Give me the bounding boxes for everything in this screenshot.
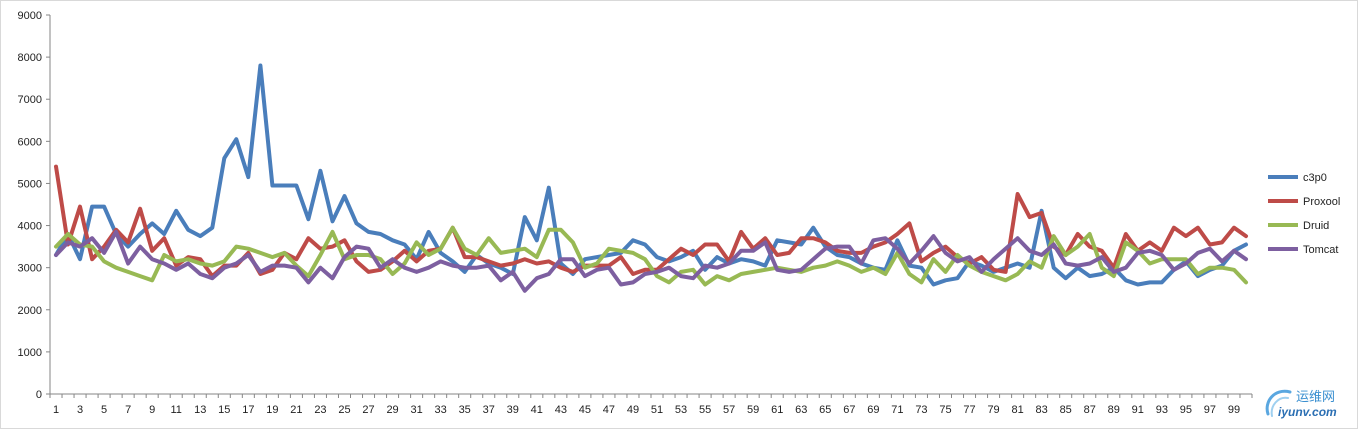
x-tick-label: 77 <box>963 404 975 416</box>
x-tick-label: 31 <box>410 404 422 416</box>
x-tick-label: 41 <box>531 404 543 416</box>
y-tick-label: 3000 <box>18 263 42 275</box>
x-tick-label: 11 <box>170 404 181 416</box>
x-tick-label: 21 <box>290 404 302 416</box>
x-tick-label: 49 <box>627 404 639 416</box>
x-tick-label: 97 <box>1204 404 1216 416</box>
x-tick-label: 87 <box>1084 404 1096 416</box>
y-tick-label: 4000 <box>18 221 42 233</box>
x-tick-label: 65 <box>819 404 831 416</box>
x-tick-label: 43 <box>555 404 567 416</box>
x-tick-label: 85 <box>1060 404 1072 416</box>
y-tick-label: 2000 <box>18 305 42 317</box>
x-tick-label: 83 <box>1036 404 1048 416</box>
x-tick-label: 59 <box>747 404 759 416</box>
x-tick-label: 3 <box>77 404 83 416</box>
x-tick-label: 95 <box>1180 404 1192 416</box>
x-tick-label: 71 <box>891 404 903 416</box>
x-tick-label: 51 <box>651 404 663 416</box>
x-tick-label: 69 <box>867 404 879 416</box>
legend-label-tomcat: Tomcat <box>1303 244 1338 256</box>
x-tick-label: 55 <box>699 404 711 416</box>
x-tick-label: 29 <box>386 404 398 416</box>
x-tick-label: 1 <box>53 404 59 416</box>
x-tick-label: 37 <box>483 404 495 416</box>
x-tick-label: 93 <box>1156 404 1168 416</box>
legend: c3p0 Proxool Druid Tomcat <box>1268 172 1340 256</box>
x-tick-label: 81 <box>1011 404 1023 416</box>
x-tick-label: 89 <box>1108 404 1120 416</box>
x-tick-label: 63 <box>795 404 807 416</box>
x-tick-label: 91 <box>1132 404 1144 416</box>
x-tick-label: 45 <box>579 404 591 416</box>
x-tick-label: 5 <box>101 404 107 416</box>
x-tick-label: 79 <box>987 404 999 416</box>
x-tick-label: 33 <box>435 404 447 416</box>
y-tick-label: 7000 <box>18 94 42 106</box>
x-tick-label: 53 <box>675 404 687 416</box>
x-tick-label: 13 <box>194 404 206 416</box>
watermark-url: iyunv.com <box>1278 405 1337 419</box>
y-tick-label: 8000 <box>18 52 42 64</box>
y-tick-label: 9000 <box>18 10 42 22</box>
x-tick-label: 57 <box>723 404 735 416</box>
x-tick-label: 75 <box>939 404 951 416</box>
series-lines <box>54 63 1248 293</box>
watermark-swirl-icon <box>1265 389 1292 417</box>
x-tick-label: 61 <box>771 404 783 416</box>
x-tick-label: 99 <box>1228 404 1240 416</box>
x-tick-label: 39 <box>507 404 519 416</box>
x-tick-label: 7 <box>125 404 131 416</box>
x-tick-label: 15 <box>218 404 230 416</box>
y-tick-label: 0 <box>36 389 42 401</box>
watermark-text: 运维网 <box>1296 390 1336 405</box>
legend-label-druid: Druid <box>1303 220 1329 232</box>
x-tick-label: 47 <box>603 404 615 416</box>
x-tick-label: 23 <box>314 404 326 416</box>
y-tick-label: 1000 <box>18 347 42 359</box>
x-tick-label: 27 <box>362 404 374 416</box>
series-line-c3p0 <box>54 63 1248 287</box>
series-line-tomcat <box>54 229 1248 293</box>
x-tick-label: 17 <box>242 404 254 416</box>
y-tick-label: 6000 <box>18 136 42 148</box>
x-tick-label: 25 <box>338 404 350 416</box>
x-tick-label: 35 <box>459 404 471 416</box>
x-tick-label: 73 <box>915 404 927 416</box>
x-tick-label: 19 <box>266 404 278 416</box>
watermark-logo: 运维网 iyunv.com <box>1262 384 1354 426</box>
legend-label-c3p0: c3p0 <box>1303 172 1327 184</box>
y-tick-label: 5000 <box>18 178 42 190</box>
legend-label-proxool: Proxool <box>1303 196 1340 208</box>
x-tick-label: 67 <box>843 404 855 416</box>
x-tick-label: 9 <box>149 404 155 416</box>
